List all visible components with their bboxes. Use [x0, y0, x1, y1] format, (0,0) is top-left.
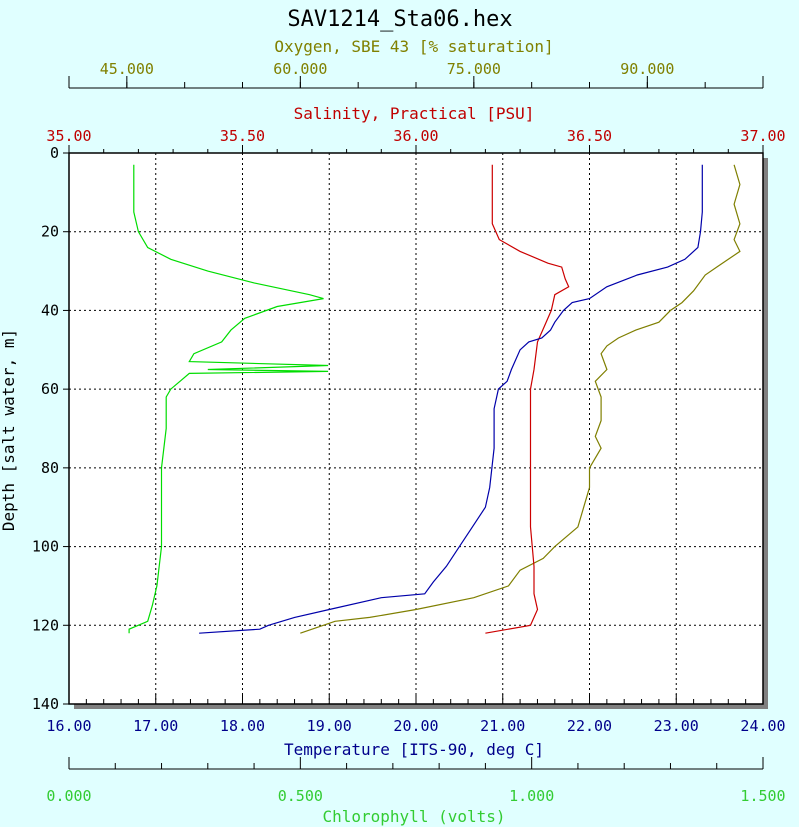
salinity-tick-label: 35.00: [46, 127, 91, 145]
depth-tick-label: 80: [41, 459, 59, 477]
depth-tick-label: 140: [32, 695, 59, 713]
depth-tick-label: 60: [41, 380, 59, 398]
chlorophyll-tick-label: 1.000: [509, 787, 554, 805]
depth-tick-label: 100: [32, 538, 59, 556]
temperature-tick-label: 22.00: [567, 717, 612, 735]
chlorophyll-tick-label: 0.000: [46, 787, 91, 805]
salinity-tick-label: 36.00: [393, 127, 438, 145]
oxygen-tick-label: 90.000: [620, 60, 674, 78]
temperature-tick-label: 16.00: [46, 717, 91, 735]
oxygen-tick-label: 60.000: [273, 60, 327, 78]
chlorophyll-axis-label: Chlorophyll (volts): [322, 807, 505, 826]
axis-layer: 0 20 40 60 80 100 120 140 45.000 60.000 75.000 90.0…: [32, 60, 786, 805]
oxygen-tick-label: 75.000: [447, 60, 501, 78]
oxygen-axis-label: Oxygen, SBE 43 [% saturation]: [274, 37, 553, 56]
temperature-tick-label: 24.00: [740, 717, 785, 735]
temperature-tick-label: 19.00: [307, 717, 352, 735]
temperature-profile-line: [199, 164, 703, 634]
chart-title: SAV1214_Sta06.hex: [287, 7, 512, 32]
depth-tick-label: 0: [50, 144, 59, 162]
oxygen-profile-line: [300, 164, 741, 634]
salinity-profile-line: [485, 164, 570, 634]
salinity-tick-label: 35.50: [220, 127, 265, 145]
temperature-tick-label: 20.00: [393, 717, 438, 735]
chlorophyll-profile-line: [128, 164, 329, 634]
oxygen-tick-label: 45.000: [100, 60, 154, 78]
temperature-axis-label: Temperature [ITS-90, deg C]: [284, 740, 544, 759]
salinity-axis-label: Salinity, Practical [PSU]: [294, 104, 535, 123]
depth-tick-label: 40: [41, 301, 59, 319]
chlorophyll-tick-label: 0.500: [278, 787, 323, 805]
chlorophyll-tick-label: 1.500: [740, 787, 785, 805]
depth-tick-label: 120: [32, 616, 59, 634]
temperature-tick-label: 17.00: [133, 717, 178, 735]
series-layer: [128, 164, 741, 634]
salinity-tick-label: 37.00: [740, 127, 785, 145]
temperature-tick-label: 21.00: [480, 717, 525, 735]
depth-axis-label: Depth [salt water, m]: [0, 329, 18, 531]
temperature-tick-label: 23.00: [654, 717, 699, 735]
temperature-tick-label: 18.00: [220, 717, 265, 735]
grid-layer: [69, 153, 768, 709]
salinity-tick-label: 36.50: [567, 127, 612, 145]
depth-tick-label: 20: [41, 223, 59, 241]
